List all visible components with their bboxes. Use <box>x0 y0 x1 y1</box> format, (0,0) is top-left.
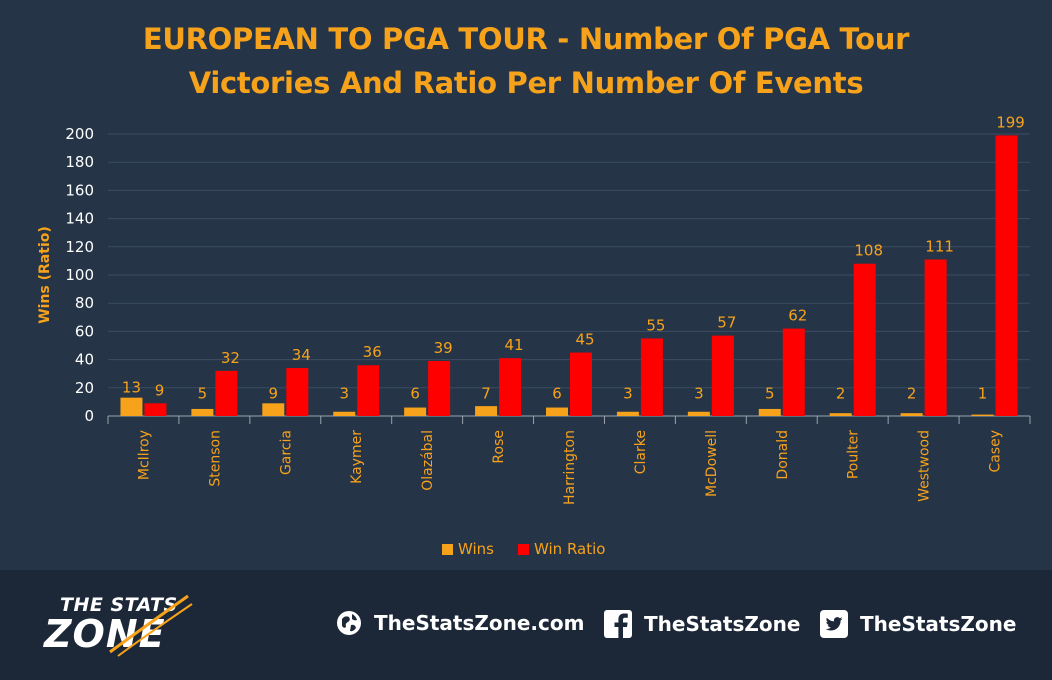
bar-wins-Westwood <box>900 413 923 416</box>
y-tick-label: 100 <box>65 266 94 284</box>
data-label-wins: 2 <box>836 384 846 402</box>
bar-ratio-Olazábal <box>428 361 451 416</box>
category-label: Donald <box>775 430 791 480</box>
data-label-ratio: 45 <box>575 331 594 349</box>
bar-wins-Rose <box>475 406 498 416</box>
category-label: Kaymer <box>349 430 365 484</box>
y-axis-title: Wins (Ratio) <box>37 226 53 324</box>
bar-wins-McDowell <box>687 411 710 416</box>
data-label-wins: 9 <box>269 384 279 402</box>
bar-wins-Clarke <box>616 411 639 416</box>
bar-ratio-Westwood <box>924 259 947 416</box>
category-label: Garcia <box>278 430 294 475</box>
category-label: Rose <box>491 430 507 464</box>
data-label-wins: 13 <box>122 379 141 397</box>
category-label: McDowell <box>704 430 720 497</box>
data-label-ratio: 199 <box>996 113 1025 131</box>
bar-wins-McIlroy <box>120 397 143 416</box>
category-label: Westwood <box>917 430 933 502</box>
bar-wins-Poulter <box>829 413 852 416</box>
y-tick-label: 120 <box>65 238 94 256</box>
legend-label: Wins <box>458 540 494 558</box>
bar-ratio-Poulter <box>853 263 876 416</box>
logo-swoosh-icon <box>109 594 193 657</box>
data-label-wins: 2 <box>907 384 917 402</box>
bar-ratio-Clarke <box>640 338 663 416</box>
bar-wins-Kaymer <box>333 411 356 416</box>
y-tick-label: 200 <box>65 125 94 143</box>
bar-ratio-Kaymer <box>357 365 380 416</box>
y-tick-label: 40 <box>75 351 94 369</box>
bar-wins-Harrington <box>546 407 568 416</box>
data-label-wins: 6 <box>410 384 420 402</box>
category-label: Clarke <box>633 430 649 474</box>
bar-ratio-McIlroy <box>144 403 167 416</box>
data-label-wins: 3 <box>339 384 349 402</box>
data-label-ratio: 41 <box>505 336 524 354</box>
bar-wins-Olazábal <box>404 407 427 416</box>
data-label-ratio: 32 <box>221 349 240 367</box>
y-tick-label: 60 <box>75 322 94 340</box>
bar-wins-Donald <box>758 408 781 416</box>
globe-icon <box>336 610 362 636</box>
category-label: Harrington <box>562 430 578 505</box>
logo-text-bottom: ZONE <box>44 612 166 656</box>
footer: THE STATS ZONE TheStatsZone.com TheStats… <box>0 570 1052 680</box>
website-link[interactable]: TheStatsZone.com <box>336 610 584 636</box>
data-label-wins: 7 <box>481 384 491 402</box>
logo-text-top: THE STATS <box>60 594 178 616</box>
y-tick-label: 80 <box>75 294 94 312</box>
website-text: TheStatsZone.com <box>374 611 585 635</box>
bar-ratio-Casey <box>995 135 1018 416</box>
bar-ratio-Harrington <box>570 352 592 416</box>
data-label-wins: 6 <box>552 384 562 402</box>
legend-swatch <box>442 544 453 555</box>
bar-ratio-Rose <box>499 358 522 416</box>
category-label: Poulter <box>846 430 862 479</box>
facebook-link[interactable]: TheStatsZone <box>604 610 800 638</box>
bar-ratio-Stenson <box>215 370 238 416</box>
category-label: Olazábal <box>420 430 436 491</box>
chart-title-line-1: EUROPEAN TO PGA TOUR - Number Of PGA Tou… <box>142 22 910 56</box>
chart-panel: EUROPEAN TO PGA TOUR - Number Of PGA Tou… <box>37 22 1031 558</box>
legend-swatch <box>518 544 529 555</box>
data-label-ratio: 108 <box>854 242 883 260</box>
data-label-ratio: 111 <box>925 237 954 255</box>
data-label-wins: 3 <box>623 384 633 402</box>
y-tick-label: 180 <box>65 153 94 171</box>
bar-ratio-McDowell <box>711 335 734 416</box>
data-label-ratio: 55 <box>646 316 665 334</box>
facebook-text: TheStatsZone <box>644 612 801 636</box>
y-tick-label: 140 <box>65 210 94 228</box>
bar-wins-Stenson <box>191 408 214 416</box>
data-label-wins: 5 <box>198 384 208 402</box>
twitter-link[interactable]: TheStatsZone <box>820 610 1016 638</box>
chart-title-line-2: Victories And Ratio Per Number Of Events <box>188 66 864 100</box>
twitter-icon <box>820 610 848 638</box>
y-tick-label: 20 <box>75 379 94 397</box>
data-label-wins: 1 <box>978 384 988 402</box>
y-tick-label: 160 <box>65 181 94 199</box>
legend-label: Win Ratio <box>534 540 605 558</box>
category-label: Stenson <box>207 430 223 487</box>
data-label-ratio: 36 <box>363 343 382 361</box>
category-label: McIlroy <box>136 430 152 480</box>
bar-wins-Garcia <box>262 403 285 416</box>
data-label-ratio: 57 <box>717 314 736 332</box>
data-label-ratio: 9 <box>155 381 165 399</box>
bar-ratio-Donald <box>782 328 805 416</box>
facebook-icon <box>604 610 632 638</box>
data-label-ratio: 62 <box>788 307 807 325</box>
twitter-text: TheStatsZone <box>860 612 1017 636</box>
bar-chart: 0 20 40 60 80 100 120 140 160 180 200 Wins (Ratio) 1… <box>37 113 1031 558</box>
data-label-ratio: 34 <box>292 346 311 364</box>
bar-ratio-Garcia <box>286 368 309 416</box>
data-label-ratio: 39 <box>434 339 453 357</box>
data-label-wins: 3 <box>694 384 704 402</box>
data-label-wins: 5 <box>765 384 775 402</box>
category-label: Casey <box>988 430 1004 473</box>
bar-wins-Casey <box>971 414 994 416</box>
y-tick-label: 0 <box>84 407 94 425</box>
